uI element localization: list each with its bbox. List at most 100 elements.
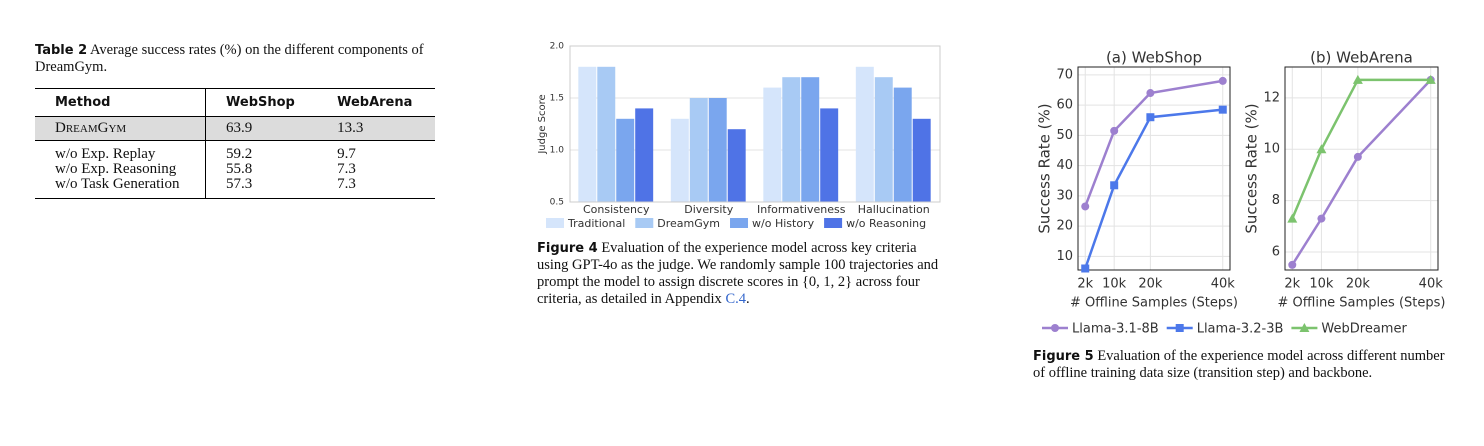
header-cell: WebShop — [205, 88, 318, 117]
row: w/o Exp. Replay 59.2 9.7 — [35, 140, 435, 162]
line — [1084, 108, 1223, 269]
x-tick-label: 20k — [1138, 277, 1163, 292]
cell: 59.2 — [226, 146, 253, 162]
x-axis-label: # Offline Samples (Steps) — [1070, 296, 1238, 311]
plot-frame — [1077, 66, 1231, 271]
bar — [801, 77, 820, 202]
legend-label: Llama-3.1-8B — [1072, 322, 1159, 337]
chart-title: (b) WebArena — [1310, 49, 1413, 67]
legend-marker — [1051, 324, 1059, 332]
point — [1081, 202, 1090, 211]
point — [1353, 152, 1362, 161]
plot-frame — [569, 45, 941, 203]
line — [1291, 78, 1432, 266]
row: w/o Task Generation 57.3 7.3 — [35, 177, 435, 199]
y-tick-label: 30 — [1056, 188, 1073, 203]
y-tick-label: 10 — [1056, 249, 1073, 264]
table-caption: Table 2 Average success rates (%) on the… — [35, 42, 445, 76]
y-axis-label: Success Rate (%) — [1243, 103, 1261, 233]
line — [1084, 79, 1223, 207]
bar — [689, 98, 708, 202]
cell: DreamGym — [35, 116, 206, 141]
bar — [912, 118, 931, 202]
y-tick-label: 6 — [1272, 245, 1280, 260]
caption-text: Evaluation of the experience model acros… — [1033, 348, 1445, 381]
x-axis-label: # Offline Samples (Steps) — [1278, 296, 1446, 311]
bar — [763, 87, 782, 202]
bar — [616, 118, 635, 202]
cell: w/o Task Generation — [35, 177, 206, 199]
point — [1352, 74, 1363, 84]
bar — [874, 77, 893, 202]
x-tick-label: 10k — [1309, 277, 1334, 292]
legend-marker — [1175, 324, 1184, 332]
point — [1287, 213, 1298, 223]
bar — [820, 108, 839, 202]
x-tick-label: Hallucination — [858, 203, 930, 216]
line — [1291, 78, 1431, 220]
figure-label: Figure 5 — [1033, 349, 1094, 364]
x-tick-label: 10k — [1102, 277, 1127, 292]
y-tick-label: 1.0 — [550, 146, 565, 156]
bar — [782, 77, 801, 202]
bar — [670, 118, 689, 202]
cell: 7.3 — [337, 176, 356, 192]
bar — [597, 66, 616, 202]
table-caption-text: Average success rates (%) on the differe… — [35, 42, 424, 75]
header-cell: WebArena — [317, 88, 435, 117]
table-label: Table 2 — [35, 43, 88, 58]
point — [1110, 126, 1119, 135]
cell: 63.9 — [205, 116, 318, 141]
bar-chart: 0.5 1.0 1.5 2.0 Judge Score Consistency Divers… — [537, 42, 941, 230]
link[interactable]: C.4 — [725, 291, 746, 307]
point — [1081, 264, 1090, 273]
bar — [727, 129, 746, 202]
point — [1425, 74, 1436, 84]
y-axis-label: Judge Score — [537, 94, 548, 154]
point — [1288, 260, 1297, 269]
legend-swatch — [824, 218, 843, 228]
plot-frame — [1284, 66, 1439, 271]
bar — [708, 98, 727, 202]
cell: w/o Exp. Reasoning — [35, 162, 206, 177]
cell: w/o Exp. Replay — [35, 140, 206, 162]
cell: 13.3 — [317, 116, 435, 141]
x-tick-label: 2k — [1077, 277, 1093, 292]
legend-label: DreamGym — [657, 217, 720, 230]
y-tick-label: 2.0 — [550, 42, 565, 52]
cell: 7.3 — [337, 161, 356, 177]
legend-label: w/o History — [752, 217, 815, 230]
x-tick-label: Informativeness — [757, 203, 846, 216]
x-tick-label: 20k — [1346, 277, 1371, 292]
bar — [855, 66, 874, 202]
bar — [578, 66, 597, 202]
x-tick-label: Consistency — [583, 203, 650, 216]
point — [1317, 214, 1326, 223]
y-axis-label: Success Rate (%) — [1036, 103, 1054, 233]
point — [1316, 144, 1327, 154]
caption-end: . — [745, 291, 750, 307]
legend-label: Traditional — [567, 217, 625, 230]
figure5-caption: Figure 5 Evaluation of the experience mo… — [1033, 348, 1453, 382]
y-tick-label: 60 — [1056, 98, 1073, 113]
figure4-caption: Figure 4 Evaluation of the experience mo… — [537, 240, 947, 308]
point — [1218, 76, 1227, 85]
legend-swatch — [546, 218, 564, 228]
x-tick-label: Diversity — [684, 203, 733, 216]
y-tick-label: 1.5 — [550, 94, 564, 104]
row: w/o Exp. Reasoning 55.8 7.3 — [35, 162, 435, 177]
legend-label: Llama-3.2-3B — [1197, 322, 1284, 337]
table: Method WebShop WebArena DreamGym 63.9 13.3 w/o… — [35, 88, 435, 199]
header-row: Method WebShop WebArena — [35, 88, 435, 117]
caption-text: Evaluation of the experience model acros… — [537, 240, 939, 307]
cell: 57.3 — [226, 176, 253, 192]
point — [1218, 105, 1227, 114]
figure-label: Figure 4 — [537, 241, 598, 256]
legend-swatch — [730, 218, 749, 228]
bar — [635, 108, 654, 202]
legend-label: WebDreamer — [1321, 322, 1407, 337]
point — [1146, 89, 1155, 98]
x-tick-label: 40k — [1419, 277, 1444, 292]
legend-marker — [1299, 323, 1310, 332]
